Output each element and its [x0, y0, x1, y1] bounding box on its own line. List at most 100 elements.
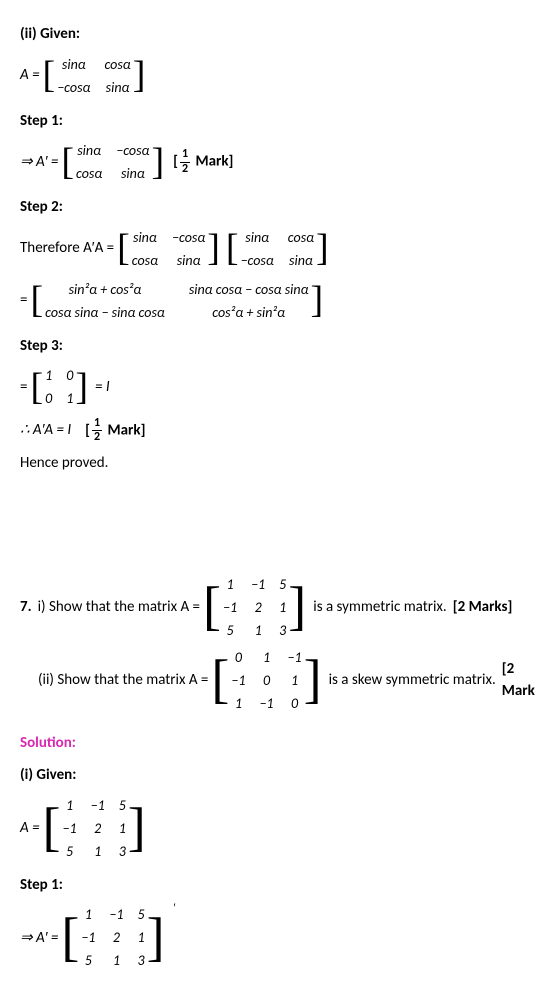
- cell: 1: [288, 670, 302, 691]
- cell: cos²α + sin²α: [189, 302, 309, 323]
- cell: 5: [119, 795, 126, 816]
- cell: 1: [137, 927, 144, 948]
- frac-den: 2: [180, 163, 190, 176]
- matrix-A: [ sinα cosα −cosα sinα ]: [43, 54, 146, 98]
- mark-text-2: Mark]: [108, 421, 146, 439]
- matrix-Aprime: [ sinα −cosα cosα sinα ]: [61, 140, 164, 184]
- q7i-marks: [2 Marks]: [453, 596, 513, 619]
- cell: −1: [63, 818, 77, 839]
- cell: sinα: [132, 227, 158, 248]
- result-line: = [ sin²α + cos²α sinα cosα − cosα sinα …: [20, 279, 515, 323]
- q7i-text-before: i) Show that the matrix A =: [38, 596, 200, 619]
- cell: −1: [288, 647, 302, 668]
- therefore-text: Therefore A′A =: [20, 237, 114, 260]
- therefore-ApA-line: ∴ A′A = I [12 Mark]: [20, 417, 515, 444]
- cell: sinα: [116, 163, 149, 184]
- q7-Aprime-matrix: [ 1 −1 5 −1 2 1 5 1 3 ]: [61, 904, 164, 971]
- cell: −1: [231, 670, 245, 691]
- ApA-product: Therefore A′A = [ sinα −cosα cosα sinα ]…: [20, 227, 515, 271]
- matrix-result: [ sin²α + cos²α sinα cosα − cosα sinα co…: [30, 279, 323, 323]
- q7i-matrix: [ 1 −1 5 −1 2 1 5 1 3 ]: [203, 574, 306, 641]
- cell: 1: [91, 841, 105, 862]
- step2-label: Step 2:: [20, 196, 515, 219]
- arrow-Aprime: ⇒ A′ =: [20, 151, 58, 174]
- cell: 5: [223, 620, 237, 641]
- q7ii-marks: [2 Marks]: [502, 658, 535, 703]
- cell: 0: [66, 365, 73, 386]
- matrix-prod1: [ sinα −cosα cosα sinα ]: [117, 227, 220, 271]
- cell: 5: [279, 574, 286, 595]
- cell: cosα sinα − sinα cosα: [45, 302, 165, 323]
- cell: 5: [63, 841, 77, 862]
- cell: −1: [251, 574, 265, 595]
- cell: −cosα: [241, 250, 274, 271]
- cell: −1: [259, 693, 273, 714]
- q7-step1-label: Step 1:: [20, 874, 515, 897]
- q7ii-text-before: (ii) Show that the matrix A =: [38, 669, 208, 692]
- mark-half-2: [12 Mark]: [85, 417, 145, 444]
- cell: sinα: [172, 250, 205, 271]
- cell: 0: [45, 388, 52, 409]
- solution-label: Solution:: [20, 732, 515, 755]
- cell: 1: [251, 620, 265, 641]
- equals-2: =: [20, 376, 27, 399]
- therefore-ApA: ∴ A′A = I: [20, 419, 71, 442]
- transpose-mark: ′: [174, 900, 176, 917]
- cell: 5: [81, 950, 95, 971]
- cell: cosα: [76, 163, 102, 184]
- q7-A-matrix: [ 1 −1 5 −1 2 1 5 1 3 ]: [43, 795, 146, 862]
- cell: 5: [137, 904, 144, 925]
- matrix-A-def: A = [ sinα cosα −cosα sinα ]: [20, 54, 515, 98]
- q7-A-def: A = [ 1 −1 5 −1 2 1 5 1 3 ]: [20, 795, 515, 862]
- cell: 1: [63, 795, 77, 816]
- mark-half-1: [12 Mark]: [173, 148, 233, 175]
- cell: −cosα: [172, 227, 205, 248]
- cell: −1: [223, 597, 237, 618]
- cell: 1: [66, 388, 73, 409]
- cell: sinα: [76, 140, 102, 161]
- given-i-label: (i) Given:: [20, 764, 515, 787]
- q7-part-i: 7. i) Show that the matrix A = [ 1 −1 5 …: [20, 574, 515, 641]
- equals-I: = I: [95, 376, 110, 399]
- mark-text: Mark]: [196, 153, 234, 171]
- equals: =: [20, 289, 27, 312]
- bracket-open: [: [173, 153, 178, 171]
- q7-arrow-Aprime: ⇒ A′ =: [20, 927, 58, 950]
- cell: 0: [231, 647, 245, 668]
- bracket-open-2: [: [85, 421, 90, 439]
- q7ii-matrix: [ 0 1 −1 −1 0 1 1 −1 0 ]: [211, 647, 321, 714]
- cell: 3: [137, 950, 144, 971]
- cell: −1: [91, 795, 105, 816]
- cell: cosα: [132, 250, 158, 271]
- cell: sinα: [57, 54, 90, 75]
- q7-A-equals: A =: [20, 817, 40, 840]
- q7i-text-after: is a symmetric matrix.: [313, 596, 446, 619]
- q7-part-ii: (ii) Show that the matrix A = [ 0 1 −1 −…: [38, 647, 515, 714]
- cell: 2: [251, 597, 265, 618]
- cell: 1: [45, 365, 52, 386]
- given-label-ii: (ii) Given:: [20, 23, 515, 46]
- cell: 1: [279, 597, 286, 618]
- cell: 3: [279, 620, 286, 641]
- matrix-prod2: [ sinα cosα −cosα sinα ]: [226, 227, 329, 271]
- frac-num-2: 1: [92, 417, 102, 431]
- cell: cosα: [104, 54, 130, 75]
- cell: 1: [259, 647, 273, 668]
- cell: 2: [91, 818, 105, 839]
- cell: −cosα: [57, 77, 90, 98]
- step3-label: Step 3:: [20, 335, 515, 358]
- cell: 1: [223, 574, 237, 595]
- cell: sinα: [241, 227, 274, 248]
- q7-number: 7.: [20, 596, 32, 619]
- cell: sinα: [288, 250, 314, 271]
- step1-label: Step 1:: [20, 110, 515, 133]
- frac-num: 1: [180, 148, 190, 162]
- A-equals: A =: [20, 64, 40, 87]
- hence-proved: Hence proved.: [20, 452, 515, 475]
- cell: 2: [109, 927, 123, 948]
- cell: 1: [109, 950, 123, 971]
- cell: sinα: [104, 77, 130, 98]
- cell: −1: [81, 927, 95, 948]
- cell: cosα: [288, 227, 314, 248]
- cell: 0: [259, 670, 273, 691]
